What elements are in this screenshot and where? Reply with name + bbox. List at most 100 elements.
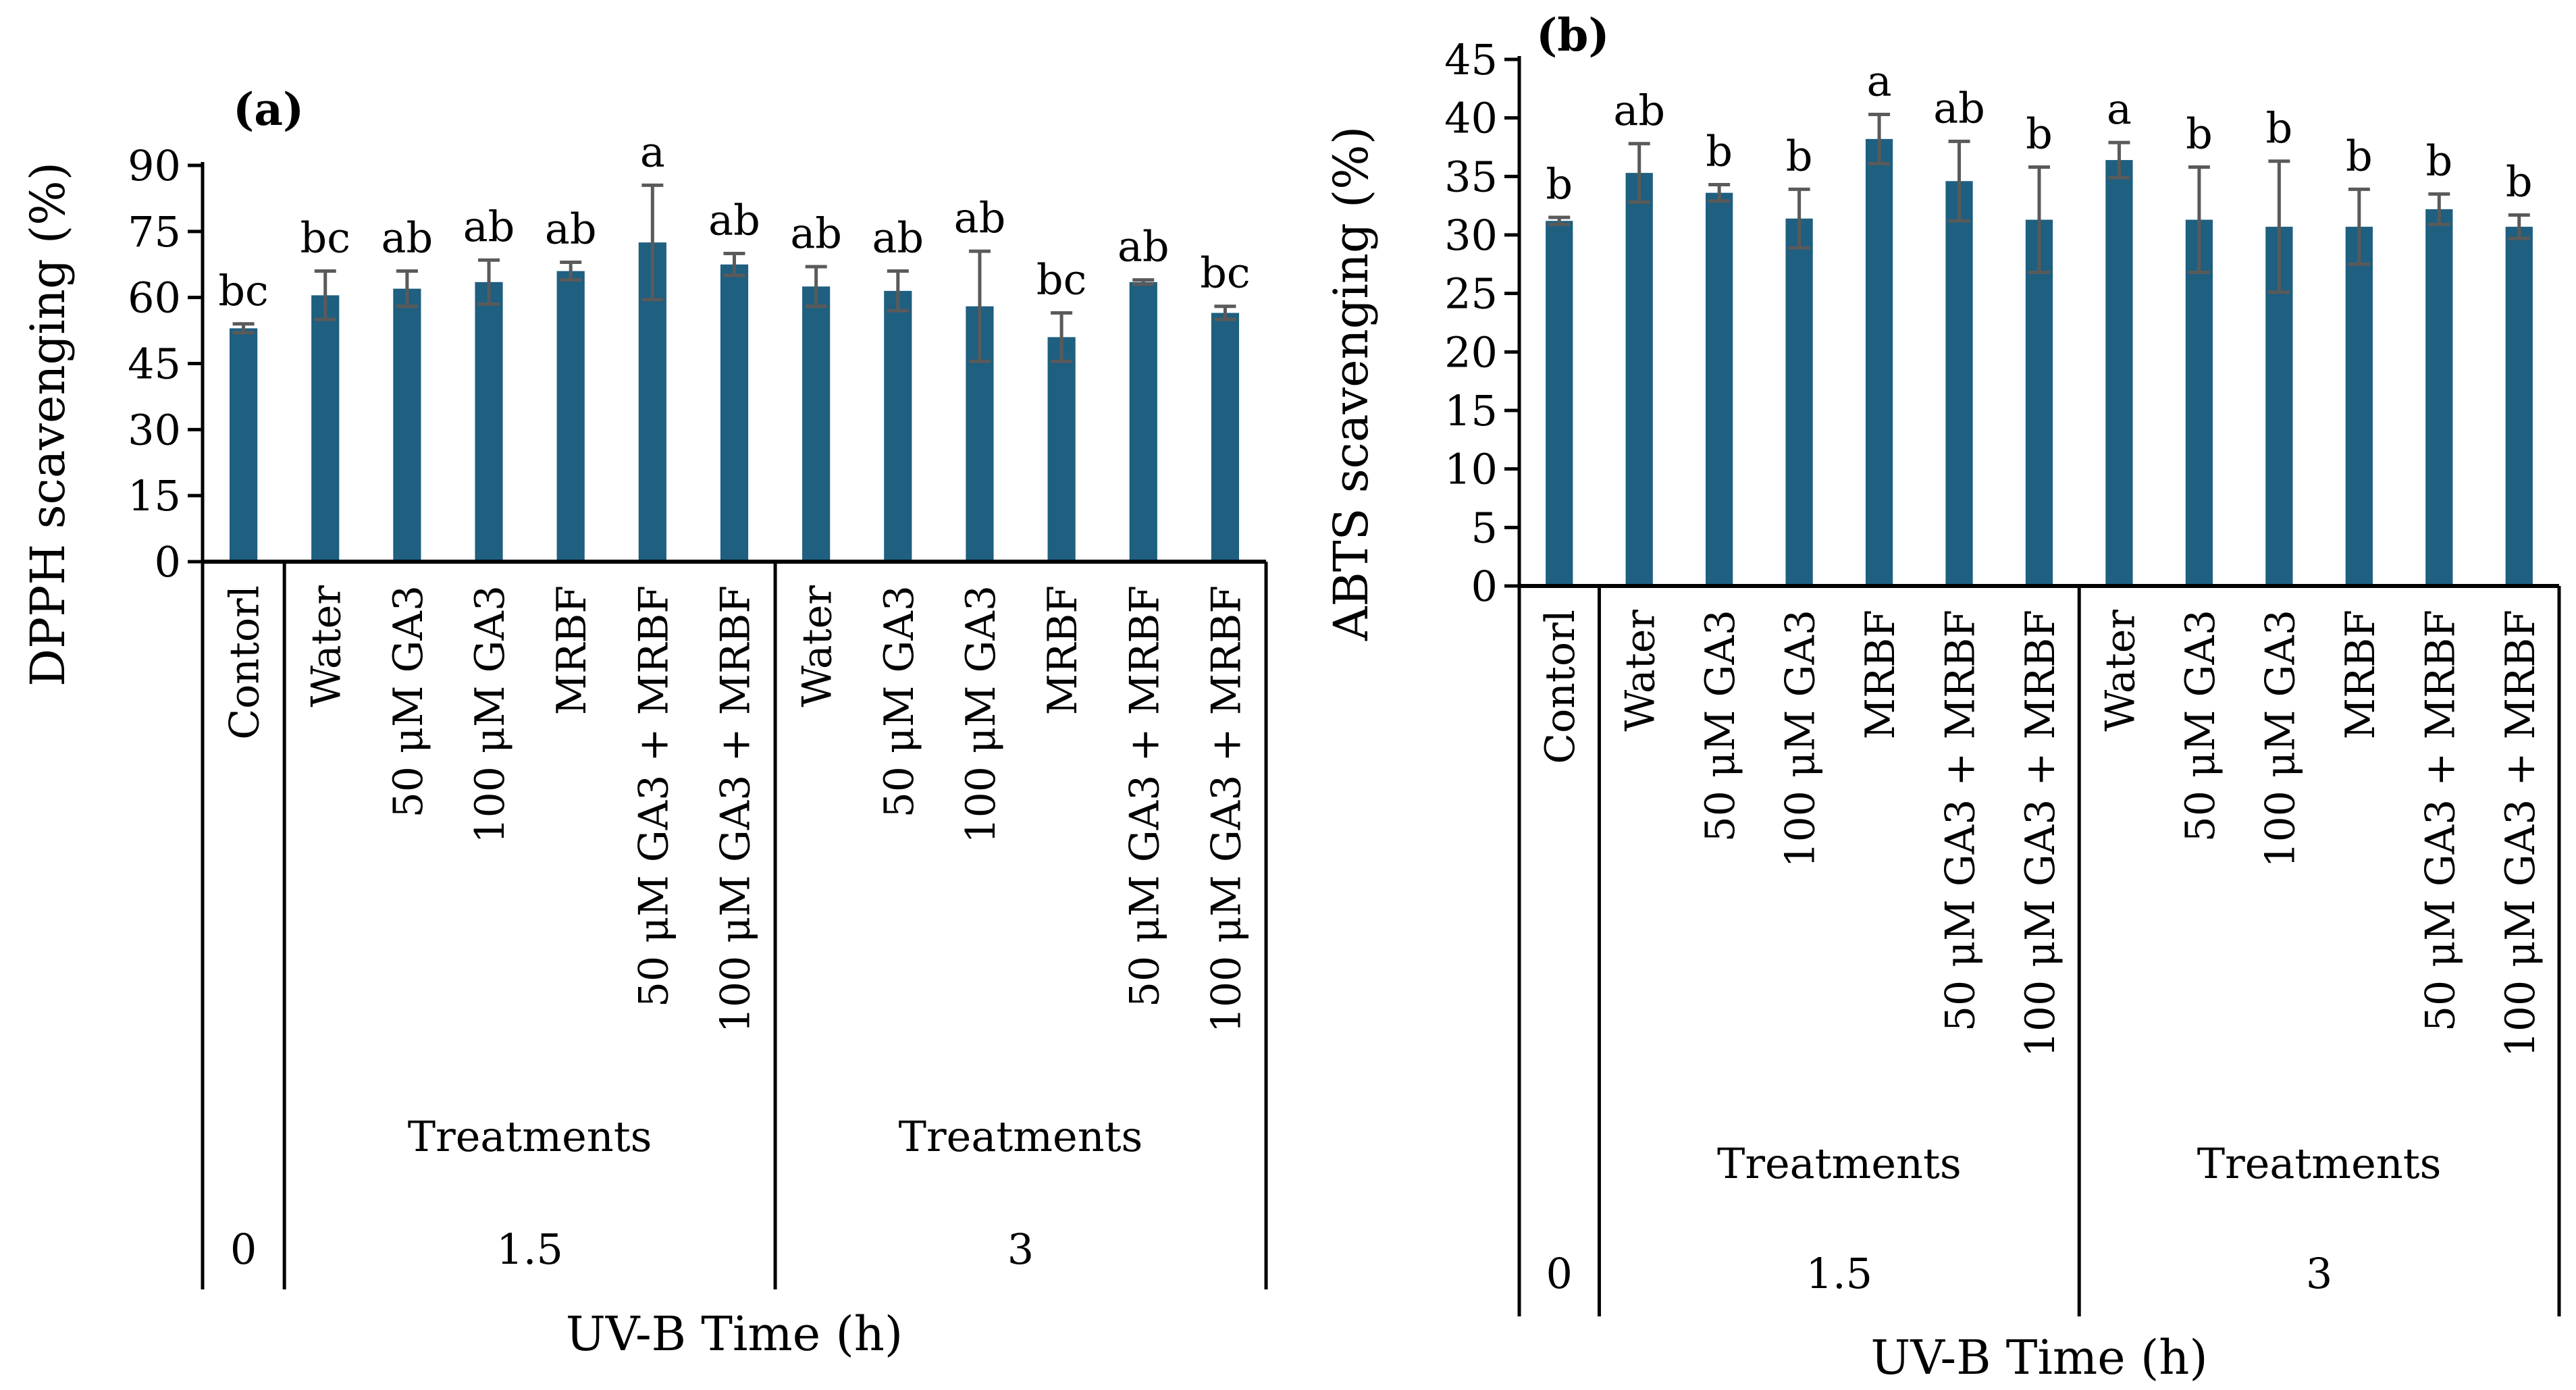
y-tick-label: 25 (1444, 269, 1498, 319)
category-label: Water (2097, 610, 2144, 732)
bar (1625, 173, 1653, 587)
bar (393, 288, 421, 562)
significance-letter: a (1867, 56, 1892, 105)
error-bar (2028, 165, 2050, 274)
error-bar (2268, 159, 2290, 294)
category-label: Water (303, 585, 350, 707)
error-bar (2188, 165, 2210, 274)
significance-letter: b (2506, 157, 2533, 207)
bar (2345, 226, 2373, 586)
error-bar (2108, 140, 2130, 180)
y-tick-label: 30 (1444, 211, 1498, 260)
error-bar (2348, 187, 2370, 266)
error-bar (1788, 187, 1810, 250)
significance-letter: bc (300, 213, 350, 263)
significance-letter: ab (382, 213, 433, 263)
bar (1945, 181, 1973, 586)
group-sublabel: Treatments (899, 1112, 1143, 1161)
error-bar (1051, 311, 1073, 363)
y-axis-title: DPPH scavenging (%) (20, 162, 76, 687)
category-label: MRBF (1857, 610, 1904, 739)
category-label: 100 μM GA3 (467, 585, 514, 844)
bar (1706, 192, 1733, 587)
bar (2025, 219, 2053, 586)
group-label: 1.5 (1806, 1249, 1873, 1298)
significance-letter: b (2026, 109, 2053, 158)
significance-letter: bc (218, 266, 268, 315)
error-bar (887, 269, 909, 313)
bar (1785, 218, 1813, 586)
error-bar (723, 251, 745, 277)
y-tick-label: 15 (128, 471, 181, 520)
y-tick-label: 0 (1471, 562, 1498, 611)
significance-letter: b (1786, 131, 1813, 180)
category-label: 100 μM GA3 + MRBF (712, 585, 760, 1033)
error-bar (641, 183, 664, 302)
bar (720, 264, 749, 562)
panel-label: (b) (1536, 9, 1610, 61)
significance-letter: a (640, 127, 665, 176)
category-label: 50 μM GA3 (876, 585, 923, 818)
category-label: Contorl (221, 585, 269, 740)
y-tick-label: 20 (1444, 327, 1498, 377)
y-tick-label: 75 (128, 207, 181, 257)
category-label: 100 μM GA3 + MRBF (1203, 585, 1250, 1033)
bar (1211, 313, 1240, 562)
group-label: 3 (1007, 1225, 1034, 1274)
significance-letter: ab (872, 213, 924, 263)
category-label: Water (794, 585, 841, 707)
y-tick-label: 35 (1444, 152, 1498, 201)
group-sublabel: Treatments (1717, 1139, 1962, 1188)
bar (2425, 209, 2453, 586)
significance-letter: ab (708, 195, 760, 244)
category-label: 100 μM GA3 + MRBF (2497, 610, 2544, 1057)
error-bar (1214, 304, 1236, 321)
bar (884, 290, 912, 562)
error-bar (478, 258, 500, 306)
significance-letter: ab (545, 204, 597, 253)
category-label: 100 μM GA3 (2257, 610, 2304, 868)
error-bar (232, 322, 255, 335)
category-label: 50 μM GA3 + MRBF (630, 585, 677, 1007)
significance-letter: ab (1118, 222, 1169, 271)
error-bar (1708, 182, 1731, 203)
group-label: 0 (230, 1225, 257, 1274)
category-label: MRBF (1039, 585, 1086, 715)
error-bar (805, 265, 827, 309)
significance-letter: b (2266, 103, 2293, 153)
category-label: Contorl (1537, 610, 1584, 764)
category-label: MRBF (2337, 610, 2384, 739)
error-bar (1132, 278, 1155, 286)
significance-letter: ab (790, 209, 842, 258)
error-bar (396, 269, 418, 309)
group-label: 0 (1546, 1249, 1573, 1298)
bar (1047, 337, 1076, 562)
significance-letter: b (2186, 109, 2213, 158)
significance-letter: b (2346, 131, 2373, 180)
bar (2185, 219, 2213, 586)
bar (311, 295, 340, 562)
error-bar (1628, 142, 1650, 204)
significance-letter: bc (1200, 248, 1250, 298)
bar (229, 328, 258, 562)
error-bar (1868, 112, 1891, 165)
error-bar (1948, 139, 1970, 223)
error-bar (314, 269, 336, 321)
category-label: 100 μM GA3 (957, 585, 1005, 844)
bar (802, 286, 831, 562)
category-label: MRBF (548, 585, 596, 715)
x-axis-title: UV-B Time (h) (566, 1306, 903, 1362)
category-label: 50 μM GA3 + MRBF (1121, 585, 1168, 1007)
category-label: 50 μM GA3 (385, 585, 432, 818)
group-label: 3 (2306, 1249, 2332, 1298)
group-sublabel: Treatments (408, 1112, 652, 1161)
y-tick-label: 45 (1444, 35, 1498, 84)
y-tick-label: 40 (1444, 94, 1498, 143)
category-label: 50 μM GA3 + MRBF (1937, 610, 1984, 1032)
bar (556, 271, 585, 562)
category-label: 50 μM GA3 + MRBF (2417, 610, 2464, 1032)
y-tick-label: 15 (1444, 386, 1498, 435)
